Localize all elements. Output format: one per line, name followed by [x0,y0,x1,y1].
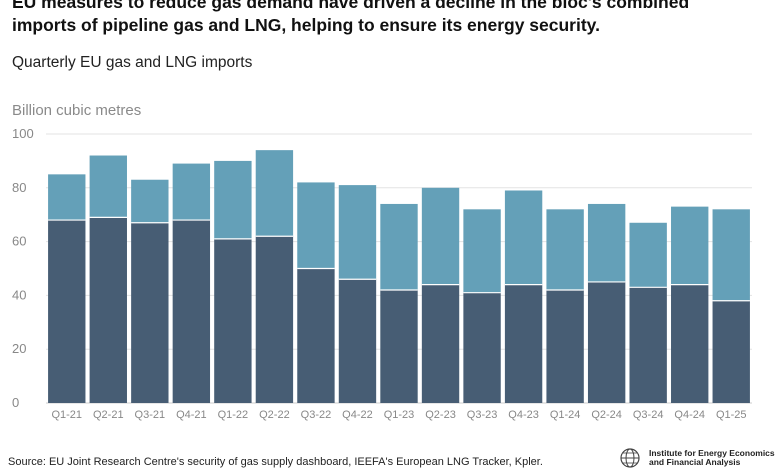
bar-segment-top [297,182,335,269]
bar-segment-top [338,185,377,280]
x-tick-label: Q1-25 [716,409,747,421]
bar-segment-bottom [463,292,501,403]
y-tick-label: 0 [12,395,19,410]
x-tick-label: Q3-24 [633,409,664,421]
globe-logo-icon [620,448,640,468]
x-tick-label: Q2-24 [591,409,622,421]
bar-segment-bottom [380,290,418,403]
bar-segment-top [546,209,584,291]
logo-text-line-2: and Financial Analysis [649,457,741,467]
bar-segment-top [587,203,626,282]
bar-segment-bottom [671,284,709,403]
bar-segment-top [214,160,252,239]
y-tick-label: 20 [12,341,26,356]
x-tick-label: Q3-23 [467,409,498,421]
y-tick-label: 100 [12,126,34,141]
bar-segment-top [255,150,294,237]
bar-segment-bottom [629,287,667,403]
bar-segment-bottom [504,284,543,403]
bar-segment-top [380,203,418,291]
bar-segment-bottom [48,220,86,403]
x-tick-label: Q3-21 [135,409,166,421]
x-tick-label: Q2-23 [425,409,456,421]
bar-segment-bottom [421,284,460,403]
x-tick-label: Q4-22 [342,409,373,421]
x-tick-label: Q1-21 [51,409,82,421]
bar-segment-top [421,187,460,285]
bar-segment-bottom [255,236,294,403]
bar-segment-bottom [131,222,169,403]
bar-segment-top [463,209,501,293]
y-tick-label: 60 [12,234,26,249]
bar-segment-top [48,174,86,221]
x-tick-label: Q4-23 [508,409,539,421]
x-tick-label: Q1-24 [550,409,581,421]
bar-segment-bottom [172,220,211,403]
x-tick-label: Q4-21 [176,409,207,421]
bar-segment-bottom [214,238,252,403]
logo-text-line-1: Institute for Energy Economics [649,448,775,458]
bar-segment-top [131,179,169,223]
headline-line-1: EU measures to reduce gas demand have dr… [12,0,690,12]
bar-segment-top [504,190,543,285]
x-tick-label: Q2-21 [93,409,124,421]
y-tick-label: 40 [12,287,26,302]
bar-segment-bottom [712,300,750,403]
x-tick-label: Q1-22 [218,409,249,421]
bar-segment-bottom [587,281,626,403]
ieefa-logo: Institute for Energy Economics and Finan… [619,447,780,469]
x-tick-label: Q1-23 [384,409,415,421]
bar-segment-bottom [89,217,127,403]
bar-segment-bottom [297,268,335,403]
y-tick-label: 80 [12,180,26,195]
bar-segment-top [671,206,709,285]
bar-segment-top [629,222,667,288]
headline-line-2: imports of pipeline gas and LNG, helping… [12,15,600,35]
bar-segment-bottom [546,290,584,403]
chart-subtitle: Quarterly EU gas and LNG imports [12,54,253,71]
source-note: Source: EU Joint Research Centre's secur… [8,456,543,468]
chart-headline: EU measures to reduce gas demand have dr… [12,0,772,37]
bar-segment-top [712,209,750,301]
stacked-bar-chart: 0 20 40 60 80 100 Q1-21 Q2-21 Q3-21 Q4-21 Q1-22 Q2-… [12,126,752,421]
bar-segment-top [172,163,211,221]
y-axis-label: Billion cubic metres [12,102,142,119]
x-tick-label: Q4-24 [674,409,705,421]
bar-segment-top [89,155,127,218]
x-tick-label: Q3-22 [301,409,332,421]
bar-segment-bottom [338,279,377,403]
x-tick-label: Q2-22 [259,409,290,421]
